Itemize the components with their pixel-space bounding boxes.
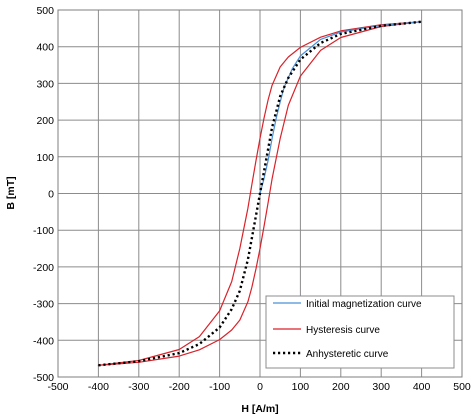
x-tick-label: 200: [332, 381, 350, 393]
y-tick-label: -400: [33, 335, 54, 347]
y-tick-label: -500: [33, 372, 54, 384]
y-tick-label: 100: [36, 152, 54, 164]
x-tick-label: 300: [372, 381, 390, 393]
plot-frame: [57, 9, 463, 378]
series-group: [97, 20, 422, 367]
x-tick-label: -200: [169, 381, 190, 393]
y-tick-label: -200: [33, 262, 54, 274]
x-tick-label: 0: [257, 381, 263, 393]
x-axis-title: H [A/m]: [241, 403, 278, 415]
x-tick-label: 500: [453, 381, 471, 393]
x-tick-labels: -500 -400 -300 -200 -100 0 100 200 300 400 500: [47, 381, 470, 393]
anhysteretic-curve-line: [98, 20, 422, 367]
y-tick-label: -300: [33, 299, 54, 311]
x-tick-label: -100: [209, 381, 230, 393]
legend-box: [265, 295, 455, 369]
x-tick-label: 400: [413, 381, 431, 393]
y-tick-labels: 500 400 300 200 100 0 -100 -200 -300 -400 -500: [33, 5, 54, 384]
y-tick-label: 0: [48, 189, 54, 201]
y-tick-label: 400: [36, 42, 54, 54]
y-tick-label: -100: [33, 225, 54, 237]
legend-label-hysteresis-curve: Hysteresis curve: [306, 325, 380, 336]
x-tick-label: 100: [292, 381, 310, 393]
y-tick-label: 200: [36, 115, 54, 127]
y-axis-title: B [mT]: [5, 176, 17, 209]
y-tick-label: 300: [36, 78, 54, 90]
x-tick-label: -500: [47, 381, 68, 393]
legend-label-initial-magnetization-curve: Initial magnetization curve: [306, 299, 422, 310]
legend: Initial magnetization curve Hysteresis cu…: [265, 295, 455, 369]
x-tick-label: -400: [88, 381, 109, 393]
y-tick-label: 500: [36, 5, 54, 17]
x-tick-label: -300: [128, 381, 149, 393]
legend-label-anhysteretic-curve: Anhysteretic curve: [306, 349, 389, 360]
